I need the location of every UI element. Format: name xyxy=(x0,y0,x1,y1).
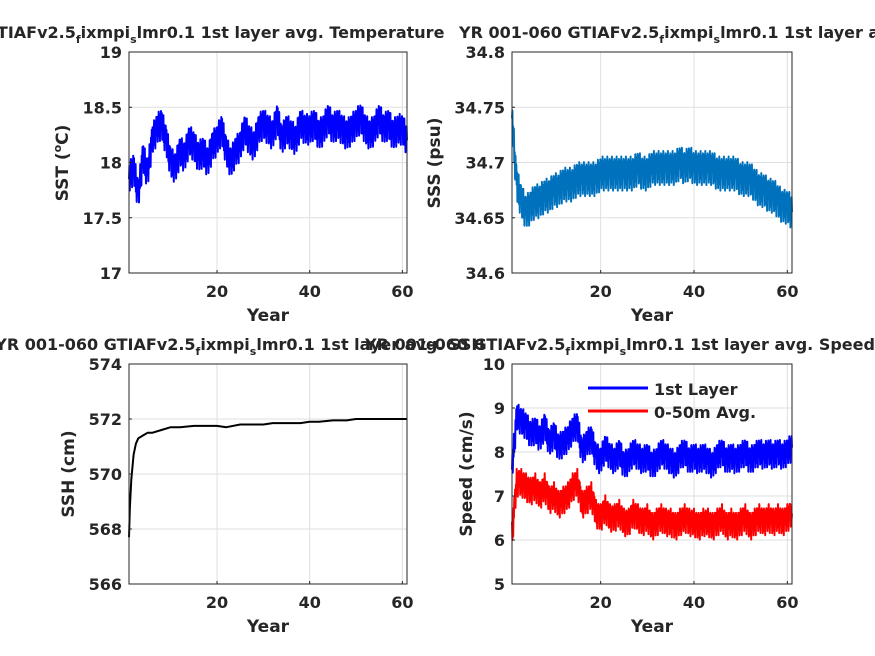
x-tick-label: 40 xyxy=(299,282,321,301)
y-tick-label: 9 xyxy=(494,399,505,418)
y-tick-label: 18 xyxy=(100,154,122,173)
y-tick-label: 6 xyxy=(494,531,505,550)
series-line xyxy=(128,418,407,538)
x-tick-label: 60 xyxy=(776,282,798,301)
x-axis-label: Year xyxy=(246,306,290,326)
y-axis-label: SSS (psu) xyxy=(425,117,445,208)
y-axis-label: SSH (cm) xyxy=(59,430,79,517)
series-line xyxy=(511,109,793,229)
y-axis-label: SST (oC) xyxy=(51,125,73,202)
y-tick-label: 5 xyxy=(494,575,505,594)
chart-ssh: 20 40 60 566 568 570 572 574 Year SSH (cm) YR 001-… xyxy=(0,335,485,637)
y-tick-label: 34.65 xyxy=(454,209,505,228)
x-tick-label: 60 xyxy=(391,593,413,612)
series-line-1st-layer xyxy=(511,403,793,479)
chart-title: YR 001-060 GTIAFv2.5fixmpislmr0.1 1st la… xyxy=(0,335,485,358)
y-tick-label: 18.5 xyxy=(83,98,122,117)
y-tick-label: 34.7 xyxy=(466,154,505,173)
x-tick-label: 60 xyxy=(776,593,798,612)
x-axis-label: Year xyxy=(630,617,674,637)
chart-title: YR 001-060 GTIAFv2.5fixmpislmr0.1 1st la… xyxy=(0,23,445,46)
legend-label: 0-50m Avg. xyxy=(654,403,756,422)
y-tick-label: 10 xyxy=(483,355,505,374)
y-tick-label: 566 xyxy=(89,575,122,594)
x-tick-label: 20 xyxy=(206,282,228,301)
legend-label: 1st Layer xyxy=(654,380,738,399)
chart-title: YR 001-060 GTIAFv2.5fixmpislmr0.1 1st la… xyxy=(458,23,875,46)
axes-box xyxy=(511,363,793,585)
x-tick-label: 60 xyxy=(391,282,413,301)
x-axis-label: Year xyxy=(630,306,674,326)
y-tick-label: 34.8 xyxy=(466,43,505,62)
chart-sss: 20 40 60 34.6 34.65 34.7 34.75 34.8 Year SSS (psu… xyxy=(425,23,875,326)
x-tick-label: 40 xyxy=(683,282,705,301)
y-tick-label: 34.75 xyxy=(454,98,505,117)
y-tick-label: 7 xyxy=(494,487,505,506)
y-tick-label: 17.5 xyxy=(83,209,122,228)
chart-title: YR 001-060 GTIAFv2.5fixmpislmr0.1 1st la… xyxy=(364,335,875,358)
series-line-0-50m-avg- xyxy=(511,467,793,542)
series-line xyxy=(128,104,408,204)
chart-speed: 20 40 60 5 6 7 8 9 10 Year Speed (cm/s) YR 001-060 … xyxy=(364,335,875,637)
y-tick-label: 572 xyxy=(89,410,122,429)
chart-sst: 20 40 60 17 17.5 18 18.5 19 Year SST (oC) YR 001-0… xyxy=(0,23,445,326)
y-tick-label: 17 xyxy=(100,264,122,283)
x-axis-label: Year xyxy=(246,617,290,637)
x-tick-label: 40 xyxy=(683,593,705,612)
x-tick-label: 20 xyxy=(590,593,612,612)
y-tick-label: 568 xyxy=(89,520,122,539)
y-tick-label: 570 xyxy=(89,465,122,484)
y-tick-label: 8 xyxy=(494,443,505,462)
x-tick-label: 40 xyxy=(299,593,321,612)
x-tick-label: 20 xyxy=(590,282,612,301)
y-axis-label: Speed (cm/s) xyxy=(457,411,477,536)
y-tick-label: 34.6 xyxy=(466,264,505,283)
y-tick-label: 19 xyxy=(100,43,122,62)
x-tick-label: 20 xyxy=(206,593,228,612)
y-tick-label: 574 xyxy=(89,355,122,374)
